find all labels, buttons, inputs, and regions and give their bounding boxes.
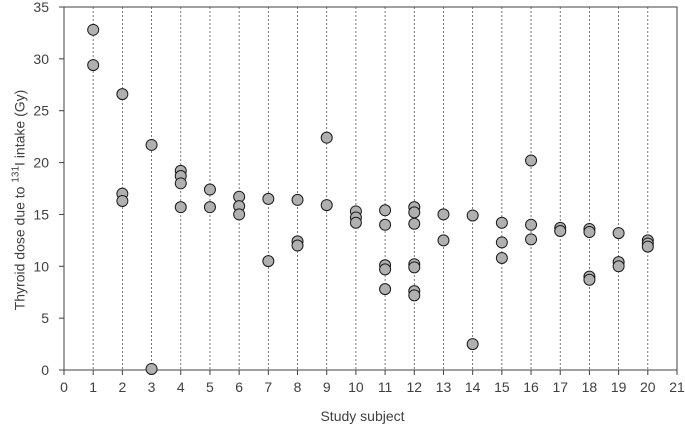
data-point [174,177,187,190]
data-point [116,194,129,207]
data-point [262,192,275,205]
data-point [116,88,129,101]
data-point [203,201,216,214]
y-tick-label: 0 [41,362,49,378]
y-tick-label: 25 [33,103,49,119]
x-tick-label: 8 [294,379,302,395]
data-point [408,217,421,230]
data-point [320,199,333,212]
data-point [466,209,479,222]
data-point [379,204,392,217]
y-axis-label: Thyroid dose due to 131I intake (Gy) [10,89,28,311]
data-point [495,236,508,249]
data-point [437,234,450,247]
x-tick-label: 15 [494,379,510,395]
data-point [262,255,275,268]
x-tick-label: 2 [118,379,126,395]
x-tick-label: 6 [235,379,243,395]
data-point [379,218,392,231]
x-tick-label: 12 [406,379,422,395]
x-tick-label: 14 [465,379,481,395]
data-point [408,261,421,274]
data-point [174,201,187,214]
data-point [320,131,333,144]
data-point [87,23,100,36]
x-tick-label: 0 [60,379,68,395]
data-point [437,208,450,221]
data-point [291,193,304,206]
x-tick-label: 7 [264,379,272,395]
y-tick-label: 30 [33,51,49,67]
data-point [379,283,392,296]
y-tick-label: 15 [33,206,49,222]
data-point [583,273,596,286]
y-tick-label: 20 [33,155,49,171]
x-tick-label: 5 [206,379,214,395]
data-point [612,260,625,273]
y-tick-label: 10 [33,258,49,274]
x-tick-label: 10 [348,379,364,395]
y-tick-label: 35 [33,0,49,15]
x-tick-label: 3 [148,379,156,395]
x-tick-label: 11 [378,379,393,395]
x-axis-label: Study subject [320,408,405,424]
data-point [291,239,304,252]
data-point [379,263,392,276]
data-point [408,289,421,302]
x-tick-label: 13 [436,379,452,395]
data-point [349,216,362,229]
data-point [525,154,538,167]
x-tick-label: 16 [523,379,539,395]
data-point [233,208,246,221]
x-tick-label: 19 [611,379,627,395]
data-point [145,138,158,151]
x-tick-label: 18 [582,379,598,395]
data-point [87,59,100,72]
data-point [583,226,596,239]
data-point [554,225,567,238]
data-point [466,338,479,351]
x-tick-label: 9 [323,379,331,395]
x-tick-label: 4 [177,379,185,395]
data-point [495,216,508,229]
data-point [145,362,158,375]
data-point [525,233,538,246]
data-point [408,206,421,219]
x-tick-label: 17 [552,379,568,395]
x-tick-label: 21 [669,379,685,395]
y-tick-label: 5 [41,310,49,326]
data-point [525,218,538,231]
data-point [203,183,216,196]
data-point [641,240,654,253]
data-point [495,251,508,264]
x-tick-label: 1 [89,379,97,395]
x-tick-label: 20 [640,379,656,395]
plot-area-border [63,6,678,371]
data-point [612,227,625,240]
